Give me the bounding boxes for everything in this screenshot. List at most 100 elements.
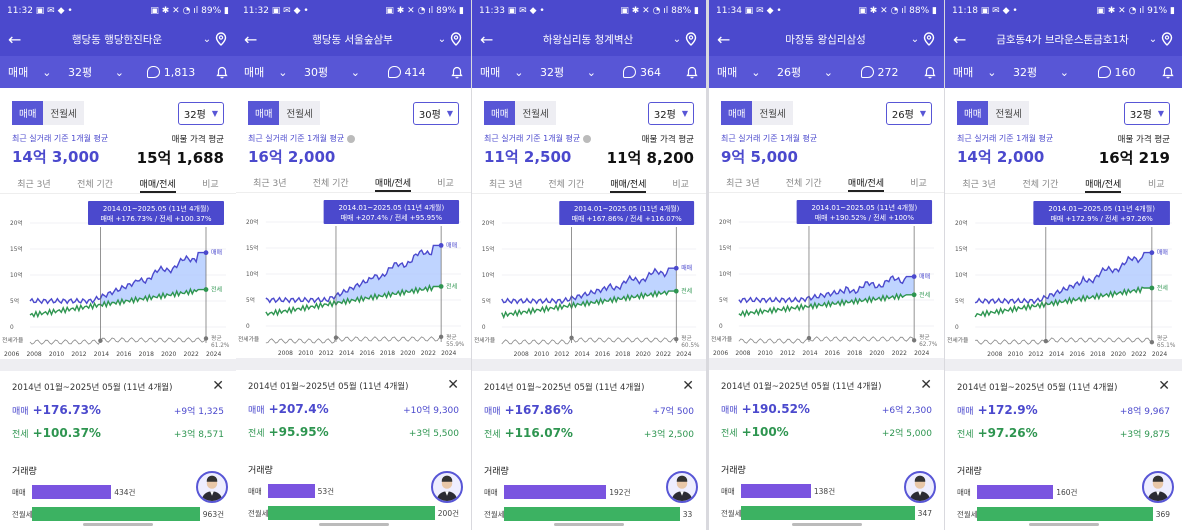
chevron-down-icon[interactable]: ⌄	[202, 33, 212, 45]
segment-rent[interactable]: 전월세	[43, 101, 84, 125]
segment-sale[interactable]: 매매	[721, 101, 753, 125]
size-select[interactable]: 26평 ⌄	[777, 64, 839, 80]
apartment-title[interactable]: 마장동 왕십리삼성	[785, 33, 866, 46]
map-pin-icon[interactable]	[684, 32, 698, 46]
comments-button[interactable]: 160	[1075, 66, 1158, 79]
close-icon[interactable]: ✕	[1158, 378, 1170, 394]
size-dropdown[interactable]: 32평 ▼	[1123, 101, 1170, 125]
chevron-down-icon[interactable]: ⌄	[1148, 33, 1158, 45]
price-chart[interactable]: 20억 15억 10억 5억 0 매매 전세 전세가율 평균 55.9% 2014.01…	[236, 198, 471, 358]
tab-recent-3y[interactable]: 최근 3년	[726, 179, 760, 189]
divider	[945, 359, 1182, 371]
sale-label: 매매	[12, 407, 29, 417]
chevron-down-icon[interactable]: ⌄	[437, 33, 447, 45]
tab-recent-3y[interactable]: 최근 3년	[488, 180, 523, 190]
tab-recent-3y[interactable]: 최근 3년	[17, 180, 51, 190]
rent-label: 전세	[721, 429, 738, 439]
tab-all-period[interactable]: 전체 기간	[1022, 180, 1059, 190]
arrow-left-icon[interactable]: ←	[8, 29, 22, 49]
bell-icon[interactable]	[686, 66, 698, 79]
apartment-title[interactable]: 행당동 행당한진타운	[71, 33, 163, 46]
segment-sale[interactable]: 매매	[12, 101, 44, 125]
apartment-title[interactable]: 금호동4가 브라운스톤금호1차	[996, 33, 1129, 46]
trade-type-select[interactable]: 매매 ⌄	[953, 64, 1013, 80]
size-select[interactable]: 30평 ⌄	[304, 64, 366, 80]
map-pin-icon[interactable]	[449, 32, 463, 46]
bell-icon[interactable]	[924, 66, 936, 79]
trade-type-select[interactable]: 매매 ⌄	[8, 64, 68, 80]
tab-compare[interactable]: 비교	[910, 179, 927, 189]
y-tick-label: 5억	[955, 297, 964, 305]
price-chart[interactable]: 20억 15억 10억 5억 0 매매 전세 전세가율 평균 60.5% 2014.01…	[472, 199, 706, 359]
home-indicator	[554, 523, 624, 526]
map-pin-icon[interactable]	[214, 32, 228, 46]
close-icon[interactable]: ✕	[212, 378, 224, 394]
tab-all-period[interactable]: 전체 기간	[785, 179, 822, 189]
comments-button[interactable]: 364	[602, 66, 682, 79]
segment-rent[interactable]: 전월세	[988, 101, 1029, 125]
arrow-left-icon[interactable]: ←	[480, 29, 494, 49]
chevron-down-icon[interactable]: ⌄	[672, 33, 682, 45]
tab-compare[interactable]: 비교	[672, 180, 689, 190]
close-icon[interactable]: ✕	[447, 377, 459, 393]
price-chart[interactable]: 20억 15억 10억 5억 0 매매 전세 전세가율 평균 65.1% 2014.01…	[945, 199, 1182, 359]
bell-icon[interactable]	[216, 66, 228, 79]
comments-button[interactable]: 414	[366, 66, 447, 79]
tab-recent-3y[interactable]: 최근 3년	[253, 179, 287, 189]
size-select[interactable]: 32평 ⌄	[540, 64, 602, 80]
price-chart[interactable]: 20억 15억 10억 5억 0 매매 전세 전세가율 평균 62.7% 2014.01…	[709, 198, 944, 358]
arrow-left-icon[interactable]: ←	[717, 29, 731, 49]
bell-icon[interactable]	[1162, 66, 1174, 79]
help-icon[interactable]	[347, 134, 356, 143]
tab-all-period[interactable]: 전체 기간	[548, 180, 585, 190]
close-icon[interactable]: ✕	[682, 378, 694, 394]
tab-sale-rent[interactable]: 매매/전세	[1085, 174, 1122, 193]
size-dropdown[interactable]: 32평 ▼	[177, 101, 224, 125]
segment-rent[interactable]: 전월세	[279, 101, 320, 125]
size-select[interactable]: 32평 ⌄	[1013, 64, 1075, 80]
trade-type-select[interactable]: 매매 ⌄	[717, 64, 777, 80]
map-pin-icon[interactable]	[1160, 32, 1174, 46]
segment-sale[interactable]: 매매	[484, 101, 516, 125]
close-icon[interactable]: ✕	[920, 377, 932, 393]
apartment-title[interactable]: 행당동 서울숲삼부	[312, 33, 393, 46]
trade-type-select[interactable]: 매매 ⌄	[244, 64, 304, 80]
tab-compare[interactable]: 비교	[437, 179, 454, 189]
tab-compare[interactable]: 비교	[1148, 180, 1165, 190]
sale-change-pct: +190.52%	[741, 402, 810, 416]
tab-all-period[interactable]: 전체 기간	[77, 180, 114, 190]
tab-sale-rent[interactable]: 매매/전세	[139, 174, 176, 193]
segment-sale[interactable]: 매매	[957, 101, 989, 125]
tab-sale-rent[interactable]: 매매/전세	[847, 173, 885, 192]
avatar[interactable]	[431, 471, 463, 503]
arrow-left-icon[interactable]: ←	[953, 29, 967, 49]
help-icon[interactable]	[583, 134, 592, 143]
comments-button[interactable]: 1,813	[130, 66, 212, 79]
avatar[interactable]	[904, 471, 936, 503]
bell-icon[interactable]	[451, 66, 463, 79]
size-select[interactable]: 32평 ⌄	[68, 64, 130, 80]
trade-type-select[interactable]: 매매 ⌄	[480, 64, 540, 80]
avatar[interactable]	[666, 471, 698, 503]
comments-button[interactable]: 272	[839, 66, 920, 79]
segment-rent[interactable]: 전월세	[752, 101, 793, 125]
segment-rent[interactable]: 전월세	[515, 101, 556, 125]
tab-sale-rent[interactable]: 매매/전세	[374, 173, 412, 192]
size-dropdown[interactable]: 32평 ▼	[647, 101, 694, 125]
apartment-title[interactable]: 하왕십리동 청계벽산	[542, 33, 634, 46]
volume-title: 거래량	[721, 466, 746, 476]
avatar[interactable]	[196, 471, 228, 503]
segment-sale[interactable]: 매매	[248, 101, 280, 125]
chevron-down-icon[interactable]: ⌄	[910, 33, 920, 45]
tab-sale-rent[interactable]: 매매/전세	[610, 174, 647, 193]
tab-all-period[interactable]: 전체 기간	[312, 179, 349, 189]
size-dropdown[interactable]: 26평 ▼	[885, 101, 932, 125]
avatar[interactable]	[1142, 471, 1174, 503]
price-chart[interactable]: 20억 15억 10억 5억 0 매매 전세 전세가율 평균 61.2% 2014.01…	[0, 199, 236, 359]
size-dropdown[interactable]: 30평 ▼	[412, 101, 459, 125]
arrow-left-icon[interactable]: ←	[244, 29, 258, 49]
map-pin-icon[interactable]	[922, 32, 936, 46]
rent-change-row: 전세 +95.95% +3억 5,500	[248, 425, 459, 439]
tab-recent-3y[interactable]: 최근 3년	[962, 180, 996, 190]
tab-compare[interactable]: 비교	[202, 180, 219, 190]
